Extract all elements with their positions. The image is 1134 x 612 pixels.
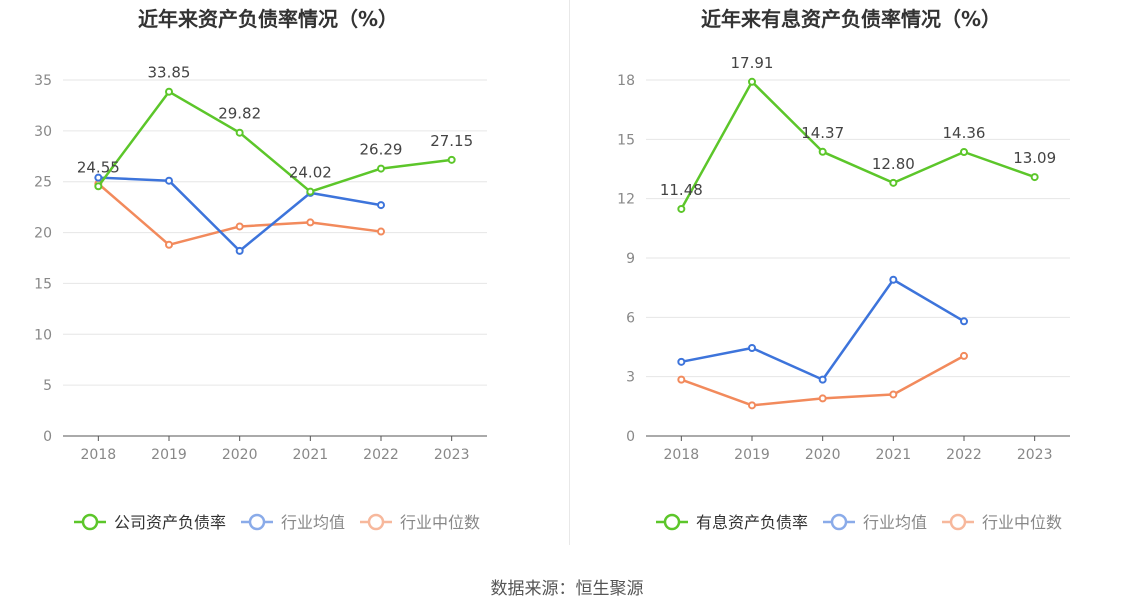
legend-marker bbox=[663, 513, 681, 531]
data-point bbox=[306, 218, 315, 227]
series-line bbox=[97, 182, 382, 247]
y-tick-label: 6 bbox=[626, 310, 635, 326]
y-tick-label: 25 bbox=[34, 175, 52, 191]
data-point bbox=[677, 357, 686, 366]
data-point bbox=[960, 317, 968, 326]
data-source: 数据来源：恒生聚源 bbox=[490, 579, 644, 599]
data-point bbox=[94, 182, 103, 191]
legend-marker bbox=[248, 513, 266, 531]
data-label: 27.15 bbox=[430, 132, 473, 150]
data-point bbox=[165, 87, 173, 96]
y-tick-label: 30 bbox=[34, 124, 52, 140]
series-line bbox=[680, 80, 1036, 210]
series-line bbox=[97, 90, 452, 193]
y-tick-label: 5 bbox=[43, 378, 52, 394]
legend-label: 行业中位数 bbox=[982, 513, 1062, 532]
x-tick-label: 2021 bbox=[876, 447, 912, 463]
data-point bbox=[818, 375, 827, 384]
data-label: 33.85 bbox=[148, 64, 191, 82]
data-point bbox=[235, 246, 244, 255]
data-point bbox=[165, 176, 173, 185]
legend-item bbox=[241, 513, 273, 531]
data-label: 24.02 bbox=[289, 164, 332, 182]
x-tick-label: 2018 bbox=[81, 447, 117, 463]
data-point bbox=[1030, 173, 1039, 182]
y-tick-label: 3 bbox=[626, 370, 635, 386]
y-tick-label: 0 bbox=[43, 429, 52, 445]
legend-item bbox=[360, 513, 392, 531]
y-tick-label: 35 bbox=[34, 73, 52, 89]
data-point bbox=[748, 401, 756, 410]
x-tick-label: 2019 bbox=[734, 447, 770, 463]
legend-item bbox=[656, 513, 688, 531]
y-tick-label: 12 bbox=[617, 192, 635, 208]
data-point bbox=[235, 128, 244, 137]
data-point bbox=[165, 240, 173, 249]
data-label: 14.37 bbox=[801, 124, 844, 142]
interest-debt-ratio-chart: 近年来有息资产负债率情况（%） 0 3 6 9 12 15 18 2018 2019 2020 202… bbox=[617, 7, 1070, 532]
x-tick-label: 2023 bbox=[1017, 447, 1053, 463]
legend-marker bbox=[830, 513, 848, 531]
data-point bbox=[960, 351, 968, 360]
data-point bbox=[377, 227, 385, 236]
y-tick-label: 15 bbox=[34, 276, 52, 292]
data-point bbox=[818, 394, 827, 403]
x-tick-label: 2018 bbox=[664, 447, 700, 463]
series-line bbox=[98, 176, 382, 253]
data-point bbox=[677, 204, 686, 213]
data-point bbox=[377, 164, 385, 173]
data-point bbox=[889, 275, 898, 284]
data-point bbox=[447, 155, 456, 164]
y-tick-label: 18 bbox=[617, 73, 635, 89]
data-label: 14.36 bbox=[943, 124, 986, 142]
y-tick-label: 10 bbox=[34, 327, 52, 343]
data-point bbox=[235, 222, 244, 231]
data-point bbox=[818, 147, 827, 156]
legend-marker bbox=[81, 513, 99, 531]
x-tick-label: 2021 bbox=[293, 447, 329, 463]
chart-title: 近年来资产负债率情况（%） bbox=[138, 7, 398, 31]
legend-label: 有息资产负债率 bbox=[696, 513, 808, 532]
data-point bbox=[94, 173, 103, 182]
x-tick-label: 2023 bbox=[434, 447, 470, 463]
legend-marker bbox=[949, 513, 967, 531]
data-label: 11.48 bbox=[660, 181, 703, 199]
y-tick-label: 15 bbox=[617, 132, 635, 148]
series-line bbox=[681, 278, 965, 381]
legend-label: 公司资产负债率 bbox=[114, 513, 226, 532]
legend-item bbox=[942, 513, 974, 531]
data-label: 17.91 bbox=[731, 54, 774, 72]
data-point bbox=[677, 375, 686, 384]
data-label: 29.82 bbox=[218, 105, 261, 123]
data-point bbox=[306, 187, 315, 196]
x-tick-label: 2020 bbox=[222, 447, 258, 463]
data-point bbox=[748, 343, 756, 352]
data-point bbox=[889, 178, 898, 187]
y-tick-label: 9 bbox=[626, 251, 635, 267]
data-point bbox=[377, 201, 385, 210]
data-label: 26.29 bbox=[360, 141, 403, 159]
x-tick-label: 2019 bbox=[151, 447, 187, 463]
data-label: 13.09 bbox=[1013, 149, 1056, 167]
data-label: 24.55 bbox=[77, 158, 120, 176]
chart-divider bbox=[569, 0, 570, 545]
y-tick-label: 0 bbox=[626, 429, 635, 445]
x-tick-label: 2022 bbox=[946, 447, 982, 463]
legend-label: 行业均值 bbox=[863, 513, 927, 532]
x-tick-label: 2022 bbox=[363, 447, 399, 463]
legend-label: 行业均值 bbox=[281, 513, 345, 532]
legend-label: 行业中位数 bbox=[400, 513, 480, 532]
data-label: 12.80 bbox=[872, 155, 915, 173]
data-point bbox=[889, 390, 898, 399]
x-tick-label: 2020 bbox=[805, 447, 841, 463]
debt-ratio-chart: 近年来资产负债率情况（%） 0 5 10 15 20 25 30 35 2018 2019 2020 2… bbox=[34, 7, 487, 532]
data-point bbox=[748, 77, 756, 86]
legend-item bbox=[823, 513, 855, 531]
legend-item bbox=[74, 513, 106, 531]
y-tick-label: 20 bbox=[34, 226, 52, 242]
legend-marker bbox=[367, 513, 385, 531]
chart-title: 近年来有息资产负债率情况（%） bbox=[701, 7, 1001, 31]
data-point bbox=[960, 147, 968, 156]
